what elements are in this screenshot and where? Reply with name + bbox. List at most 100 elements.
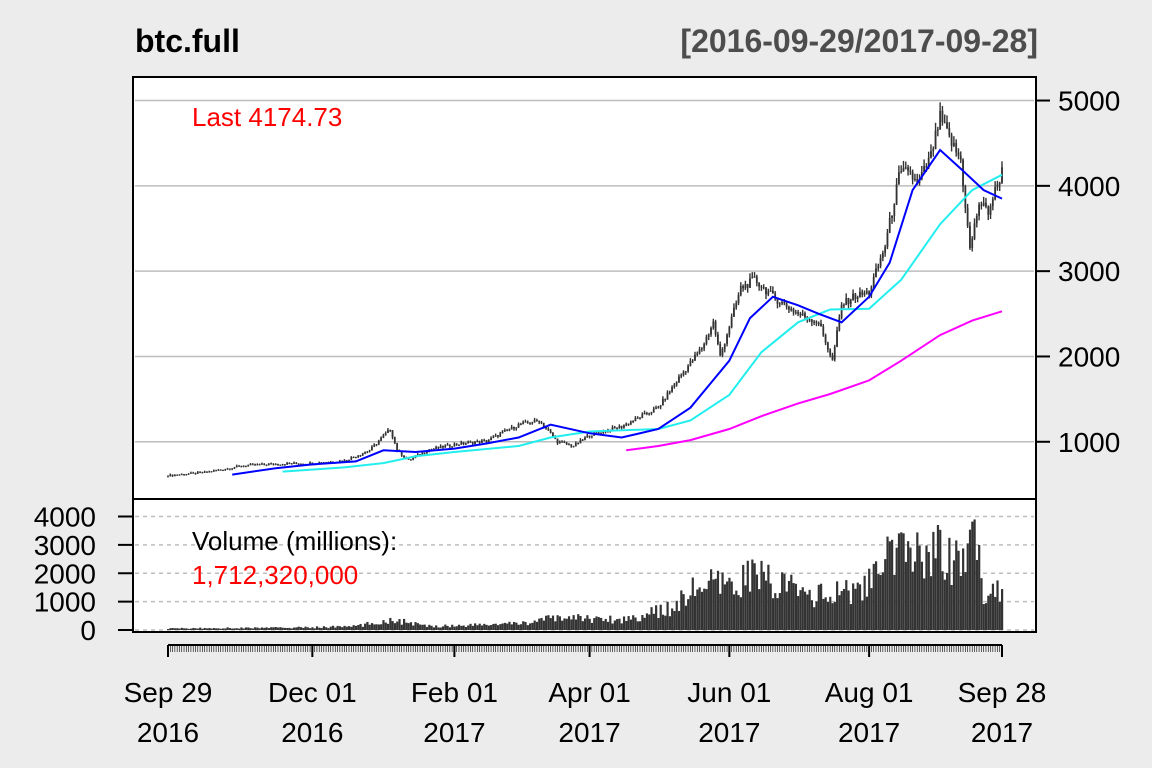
candle-body bbox=[279, 464, 282, 466]
volume-bar bbox=[430, 625, 433, 630]
volume-bar bbox=[302, 627, 305, 630]
volume-bar bbox=[549, 618, 552, 630]
candle-body bbox=[577, 443, 580, 445]
volume-bar bbox=[196, 628, 199, 630]
candle-body bbox=[723, 343, 726, 349]
volume-bar bbox=[203, 627, 206, 630]
candle-body bbox=[302, 463, 305, 465]
candle-body bbox=[744, 284, 747, 289]
volume-bar bbox=[345, 626, 348, 630]
volume-bar bbox=[581, 621, 584, 630]
volume-bar bbox=[781, 572, 784, 630]
candle-body bbox=[476, 440, 479, 442]
candle-body bbox=[371, 446, 373, 451]
candle-body bbox=[632, 421, 635, 423]
volume-bar bbox=[341, 627, 344, 630]
volume-bar bbox=[998, 601, 1001, 630]
volume-bar bbox=[519, 624, 523, 630]
candle-body bbox=[439, 445, 442, 449]
candle-body bbox=[503, 430, 506, 432]
price-panel: 1000 2000 3000 4000 5000 Last 4174.73 bbox=[132, 76, 1120, 500]
candle-body bbox=[348, 459, 350, 461]
volume-bar bbox=[437, 627, 440, 630]
volume-bar bbox=[391, 621, 394, 630]
volume-bar bbox=[661, 614, 665, 630]
candle-body bbox=[451, 446, 454, 448]
volume-bar bbox=[829, 596, 832, 630]
volume-bar bbox=[462, 625, 465, 630]
candle-body bbox=[579, 439, 582, 444]
candle-body bbox=[897, 172, 900, 185]
candle-body bbox=[194, 472, 197, 474]
volume-bar bbox=[480, 625, 484, 630]
candle-body bbox=[719, 344, 722, 356]
candle-body bbox=[849, 300, 852, 304]
volume-bar bbox=[863, 575, 866, 630]
volume-value: 1,712,320,000 bbox=[192, 560, 358, 590]
volume-bar bbox=[765, 580, 768, 630]
candle-body bbox=[208, 471, 211, 473]
candle-body bbox=[659, 405, 662, 408]
candle-body bbox=[448, 444, 451, 447]
candle-body bbox=[815, 321, 818, 324]
volume-bar bbox=[746, 560, 749, 630]
volume-bar bbox=[485, 624, 488, 630]
volume-bar bbox=[563, 618, 566, 630]
volume-bar bbox=[545, 615, 548, 630]
volume-bars bbox=[167, 519, 1004, 631]
x-tick-label-month: Jun 01 bbox=[687, 677, 771, 708]
candle-body bbox=[831, 355, 834, 360]
volume-bar bbox=[478, 623, 481, 630]
candle-body bbox=[423, 452, 426, 454]
candle-body bbox=[478, 440, 481, 443]
volume-bar bbox=[180, 627, 183, 630]
candle-body bbox=[206, 471, 208, 473]
price-series bbox=[167, 102, 1003, 478]
volume-bar bbox=[457, 624, 461, 630]
volume-bar bbox=[643, 617, 646, 630]
candle-body bbox=[354, 456, 357, 458]
volume-bar bbox=[439, 627, 442, 630]
volume-bar bbox=[886, 536, 889, 630]
candle-body bbox=[785, 303, 788, 307]
volume-bar bbox=[716, 570, 720, 630]
candle-body bbox=[767, 291, 770, 295]
volume-bar bbox=[943, 579, 946, 630]
candle-body bbox=[902, 167, 905, 172]
candle-body bbox=[824, 334, 827, 343]
volume-bar bbox=[554, 621, 557, 630]
x-tick-label-year: 2017 bbox=[558, 717, 620, 748]
volume-bar bbox=[606, 621, 610, 630]
candle-body bbox=[515, 427, 518, 429]
volume-bar bbox=[728, 577, 731, 630]
candle-body bbox=[249, 464, 252, 466]
volume-bar bbox=[627, 616, 630, 630]
volume-bar bbox=[279, 627, 282, 630]
volume-bar bbox=[856, 582, 859, 630]
candle-body bbox=[865, 291, 868, 294]
volume-bar bbox=[721, 572, 724, 630]
volume-bar bbox=[739, 597, 743, 630]
volume-bar bbox=[178, 628, 181, 630]
candle-body bbox=[973, 223, 976, 239]
candle-body bbox=[822, 326, 825, 335]
volume-tick-label: 4000 bbox=[34, 502, 96, 533]
volume-bar bbox=[496, 625, 500, 630]
candle-body bbox=[167, 475, 169, 477]
candle-body bbox=[671, 387, 673, 392]
volume-bar bbox=[987, 595, 990, 630]
volume-bar bbox=[512, 621, 516, 630]
volume-bar bbox=[604, 618, 607, 630]
candle-body bbox=[852, 293, 854, 301]
volume-bar bbox=[299, 627, 303, 630]
volume-bar bbox=[916, 532, 919, 630]
volume-bar bbox=[567, 616, 571, 630]
candle-body bbox=[538, 420, 541, 423]
candle-body bbox=[341, 460, 344, 462]
candle-body bbox=[985, 202, 987, 207]
candle-body bbox=[595, 432, 598, 434]
candle-body bbox=[295, 462, 298, 464]
candle-body bbox=[799, 313, 802, 316]
